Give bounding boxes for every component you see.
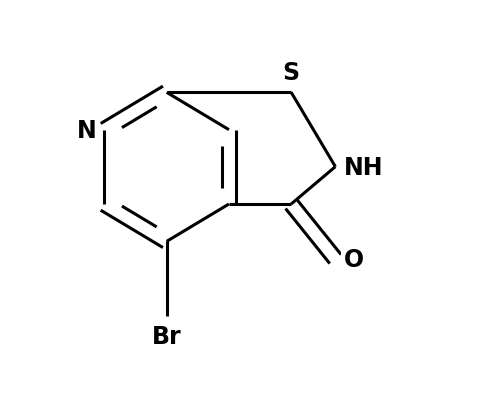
Text: Br: Br bbox=[152, 324, 181, 348]
Text: O: O bbox=[344, 247, 364, 271]
Text: S: S bbox=[283, 61, 300, 85]
Text: NH: NH bbox=[344, 155, 383, 179]
Text: N: N bbox=[77, 118, 96, 142]
